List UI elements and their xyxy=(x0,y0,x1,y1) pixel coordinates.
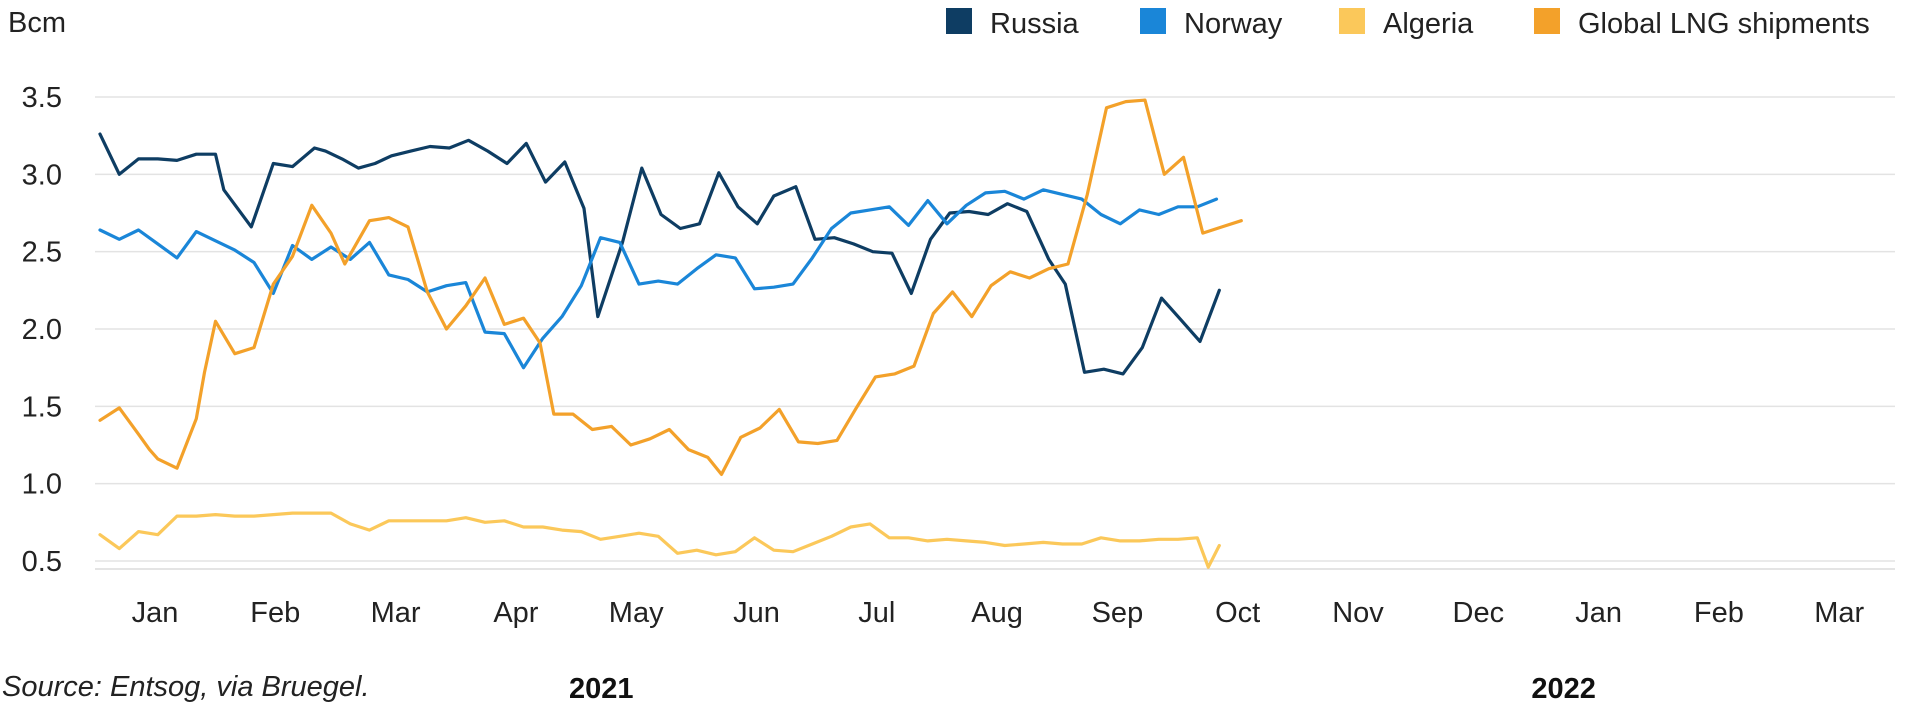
y-axis-unit-label: Bcm xyxy=(8,7,66,39)
x-tick-label: Mar xyxy=(371,597,421,629)
x-tick-label: Jan xyxy=(132,597,179,629)
y-tick-label: 0.5 xyxy=(22,546,62,578)
x-tick-label: Apr xyxy=(493,597,538,629)
x-tick-label: Feb xyxy=(1694,597,1744,629)
legend-label: Norway xyxy=(1184,8,1283,40)
series-line-algeria xyxy=(98,511,1221,569)
x-tick-label: Nov xyxy=(1332,597,1384,629)
legend-label: Russia xyxy=(990,8,1080,40)
y-axis-ticks: 0.5 1.0 1.5 2.0 2.5 3.0 3.5 xyxy=(22,82,62,578)
series-line-norway xyxy=(98,188,1219,370)
y-tick-label: 3.0 xyxy=(22,159,62,191)
legend-swatch xyxy=(1534,8,1560,34)
x-tick-label: Dec xyxy=(1453,597,1505,629)
x-tick-label: Aug xyxy=(971,597,1023,629)
y-tick-label: 1.5 xyxy=(22,391,62,423)
legend-swatch xyxy=(946,8,972,34)
year-labels: 2021 2022 xyxy=(569,673,1596,705)
series-lines xyxy=(98,98,1243,569)
y-tick-label: 2.5 xyxy=(22,237,62,269)
x-tick-label: Jun xyxy=(733,597,780,629)
x-tick-label: May xyxy=(609,597,664,629)
x-tick-label: Mar xyxy=(1814,597,1864,629)
x-axis-ticks: Jan Feb Mar Apr May Jun Jul Aug Sep Oct Nov Dec Jan F… xyxy=(132,597,1865,629)
legend-label: Algeria xyxy=(1383,8,1474,40)
y-tick-label: 3.5 xyxy=(22,82,62,114)
series-line-russia xyxy=(98,132,1221,376)
legend-swatch xyxy=(1339,8,1365,34)
year-label: 2021 xyxy=(569,673,634,705)
legend-swatch xyxy=(1140,8,1166,34)
y-tick-label: 2.0 xyxy=(22,314,62,346)
x-tick-label: Feb xyxy=(250,597,300,629)
legend: Russia Norway Algeria Global LNG shipments xyxy=(946,8,1870,40)
legend-label: Global LNG shipments xyxy=(1578,8,1870,40)
source-note: Source: Entsog, via Bruegel. xyxy=(2,671,370,703)
year-label: 2022 xyxy=(1531,673,1596,705)
x-tick-label: Sep xyxy=(1092,597,1144,629)
x-tick-label: Jan xyxy=(1575,597,1622,629)
x-tick-label: Oct xyxy=(1215,597,1260,629)
x-tick-label: Jul xyxy=(858,597,895,629)
gridlines xyxy=(95,96,1895,570)
y-tick-label: 1.0 xyxy=(22,469,62,501)
series-line-global-lng-shipments xyxy=(98,98,1243,476)
